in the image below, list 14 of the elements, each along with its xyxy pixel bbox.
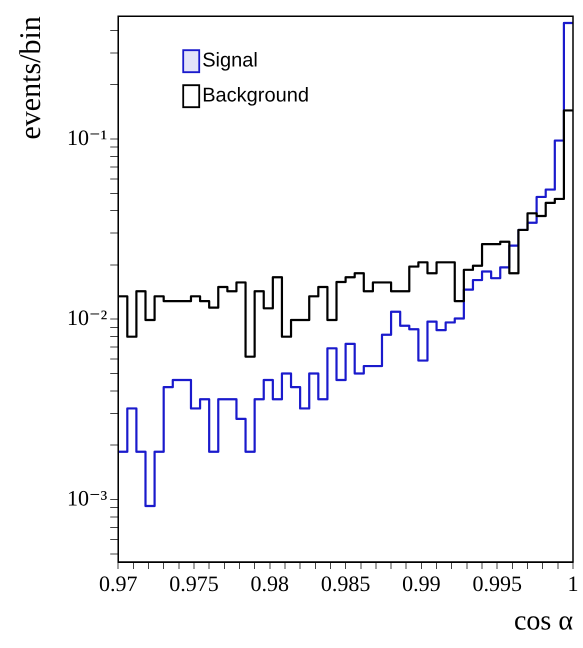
y-tick-label: 10⁻³	[66, 485, 108, 510]
x-tick-label: 0.985	[320, 570, 370, 596]
x-tick-label: 0.98	[250, 570, 290, 596]
y-tick-label: 10⁻¹	[66, 124, 108, 150]
x-axis-title: cos α	[514, 606, 574, 637]
x-tick-label: 0.97	[98, 570, 138, 596]
x-tick-label: 0.975	[169, 570, 219, 596]
x-tick-label: 1	[568, 570, 578, 596]
legend-label: Signal	[202, 50, 258, 72]
legend-label: Background	[202, 84, 309, 107]
x-tick-label: 0.99	[402, 570, 441, 596]
y-axis-title: events/bin	[14, 16, 47, 140]
y-tick-label: 10⁻²	[66, 305, 108, 330]
x-tick-label: 0.995	[472, 570, 522, 596]
